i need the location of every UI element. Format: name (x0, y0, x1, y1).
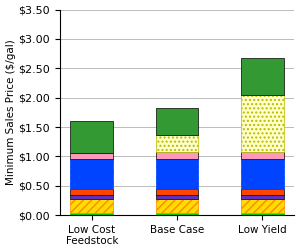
Bar (70, 121, 113, 153)
Bar (70, 213, 113, 215)
Bar (70, 199, 113, 213)
Bar (156, 199, 199, 213)
Bar (156, 135, 199, 152)
Bar (241, 152, 284, 159)
Bar (241, 95, 284, 152)
Bar (241, 58, 284, 95)
Bar (241, 159, 284, 189)
Bar (156, 189, 199, 195)
Bar (156, 152, 199, 159)
Bar (241, 195, 284, 199)
Bar (241, 189, 284, 195)
Bar (241, 213, 284, 215)
Bar (70, 153, 113, 159)
Bar (241, 199, 284, 213)
Bar (70, 189, 113, 195)
Bar (70, 195, 113, 199)
Bar (156, 195, 199, 199)
Bar (156, 213, 199, 215)
Bar (156, 159, 199, 189)
Bar (70, 159, 113, 189)
Y-axis label: Minimum Sales Price ($/gal): Minimum Sales Price ($/gal) (6, 40, 16, 185)
Bar (156, 108, 199, 135)
